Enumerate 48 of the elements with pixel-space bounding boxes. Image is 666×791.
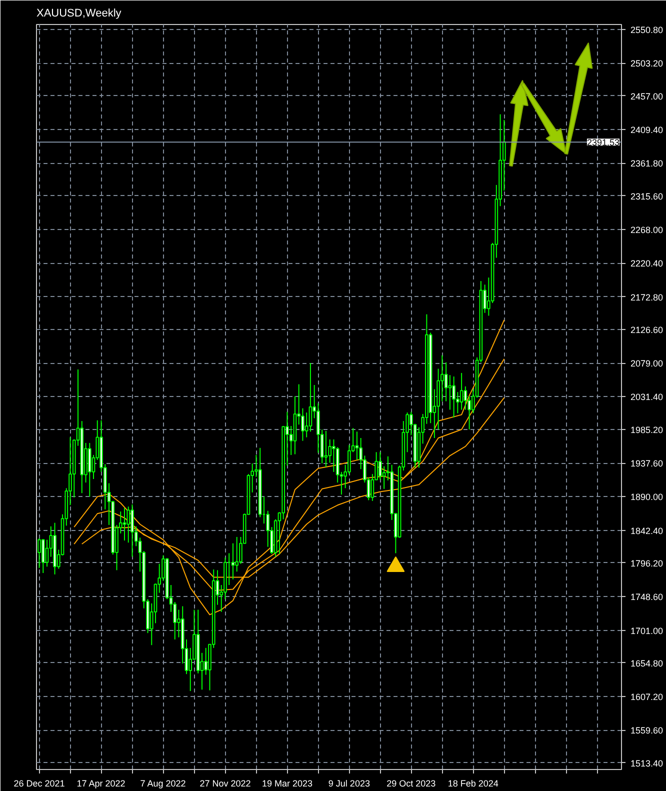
y-tick-label: 1559.60 [630, 726, 664, 736]
x-tick-label: 7 Aug 2022 [140, 778, 186, 788]
y-tick-label: 2315.60 [630, 191, 664, 202]
y-tick-label: 1607.20 [630, 692, 664, 702]
candlestick [45, 539, 49, 568]
candlestick [130, 504, 134, 558]
candlestick [355, 431, 359, 460]
candlestick [204, 647, 208, 676]
y-tick-label: 2361.80 [630, 158, 664, 169]
candlestick [448, 374, 452, 410]
x-tick-label: 17 Apr 2022 [76, 778, 126, 788]
y-tick-label: 2079.00 [630, 358, 664, 369]
x-tick-label: 19 Mar 2023 [262, 778, 312, 788]
chart-title: XAUUSD,Weekly [36, 8, 122, 20]
line-series [74, 319, 505, 616]
candlestick [88, 442, 92, 498]
y-tick-label: 1890.00 [630, 492, 664, 502]
y-tick-label: 1513.40 [630, 758, 664, 768]
x-tick-label: 9 Jul 2023 [328, 778, 370, 788]
y-tick-label: 1985.20 [630, 424, 664, 435]
x-tick-label: 18 Feb 2024 [448, 778, 498, 788]
y-tick-label: 1748.60 [630, 592, 664, 602]
x-tick-label: 27 Nov 2022 [200, 778, 251, 788]
y-tick-label: 2268.00 [630, 224, 664, 235]
candlestick [460, 372, 464, 410]
y-tick-label: 1842.40 [630, 526, 664, 536]
y-tick-label: 2126.60 [630, 324, 664, 335]
y-tick-label: 1796.20 [630, 558, 664, 568]
y-tick-label: 2172.80 [630, 292, 664, 302]
y-tick-label: 2409.40 [630, 125, 664, 136]
y-tick-label: 2503.20 [630, 58, 664, 69]
candlestick [324, 430, 328, 468]
y-tick-label: 2031.40 [630, 392, 664, 402]
candlestick [464, 386, 468, 410]
x-tick-label: 29 Oct 2023 [386, 778, 436, 788]
y-tick-label: 2220.40 [630, 258, 664, 269]
y-tick-label: 1654.80 [630, 658, 664, 668]
x-tick-label: 26 Dec 2021 [14, 778, 65, 788]
ref-line-label: 2391.53 [586, 138, 620, 148]
candlestick [41, 538, 45, 574]
y-tick-label: 2550.80 [630, 25, 664, 36]
y-tick-label: 1701.00 [630, 626, 664, 636]
y-tick-label: 1937.60 [630, 458, 664, 469]
candlestick [126, 506, 130, 544]
candlestick [452, 376, 456, 418]
candlestick [308, 362, 312, 432]
y-tick-label: 2457.00 [630, 91, 664, 102]
candlestick [444, 362, 448, 402]
